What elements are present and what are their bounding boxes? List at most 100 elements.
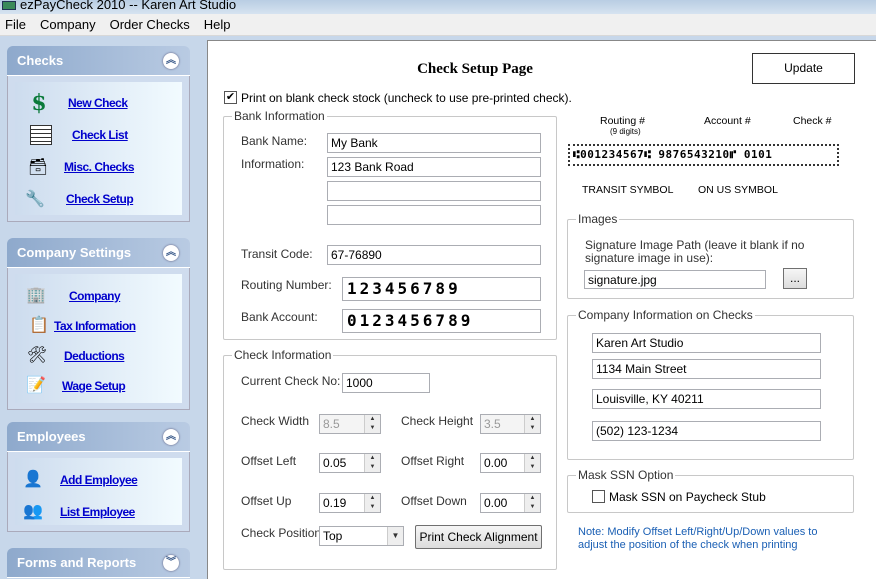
signature-path-label-2: signature image in use):: [585, 251, 714, 265]
section-title: Company Settings: [17, 245, 132, 260]
title-bar: ezPayCheck 2010 -- Karen Art Studio: [0, 0, 876, 14]
mask-ssn-label: Mask SSN on Paycheck Stub: [609, 490, 766, 504]
offset-down-stepper[interactable]: 0.00 ▲ ▼: [480, 493, 541, 513]
collapse-icon[interactable]: ︽: [163, 53, 179, 69]
list-employee-link[interactable]: List Employee: [60, 505, 135, 519]
images-group: Images: [567, 212, 854, 299]
group-title: Bank Information: [232, 109, 327, 123]
value: 0.00: [484, 456, 508, 470]
company-name-input[interactable]: Karen Art Studio: [592, 333, 821, 353]
new-check-link[interactable]: New Check: [68, 96, 128, 110]
person-icon: 👤: [23, 471, 43, 488]
chevron-down-icon[interactable]: ▼: [387, 527, 403, 545]
routing-number-input[interactable]: 123456789: [342, 277, 541, 301]
section-title: Forms and Reports: [17, 555, 137, 570]
company-link[interactable]: Company: [69, 289, 121, 303]
group-title: Mask SSN Option: [576, 468, 676, 482]
checks-section-header[interactable]: Checks ︽: [7, 46, 190, 76]
add-employee-link[interactable]: Add Employee: [60, 473, 138, 487]
information-line-2-input[interactable]: [327, 181, 541, 201]
on-us-symbol-label: ON US SYMBOL: [698, 184, 778, 196]
tools-icon: 🛠: [26, 347, 48, 364]
people-icon: 👥: [23, 503, 43, 520]
spin-arrows-icon[interactable]: ▲ ▼: [364, 494, 380, 512]
menu-file[interactable]: File: [5, 17, 26, 32]
spin-arrows-icon[interactable]: ▲ ▼: [364, 454, 380, 472]
routing-label: Routing #: [600, 115, 645, 127]
forms-reports-header[interactable]: Forms and Reports ︾: [7, 548, 190, 578]
current-check-no-label: Current Check No:: [241, 374, 341, 388]
page-title: Check Setup Page: [417, 61, 533, 77]
blank-stock-label: Print on blank check stock (uncheck to u…: [241, 91, 572, 105]
mask-ssn-checkbox[interactable]: [592, 490, 605, 503]
collapse-icon[interactable]: ︽: [163, 429, 179, 445]
update-button[interactable]: Update: [752, 53, 855, 84]
misc-checks-link[interactable]: Misc. Checks: [64, 160, 135, 174]
dollar-icon: $: [31, 90, 47, 116]
company-settings-header[interactable]: Company Settings ︽: [7, 238, 190, 268]
wrench-icon: 🔧: [25, 191, 45, 208]
menu-company[interactable]: Company: [39, 17, 96, 32]
information-line-1-input[interactable]: 123 Bank Road: [327, 157, 541, 177]
check-list-icon: [30, 125, 52, 145]
check-label: Check #: [793, 115, 832, 127]
group-title: Images: [576, 212, 620, 226]
offset-note-line-1: Note: Modify Offset Left/Right/Up/Down v…: [578, 526, 818, 538]
signature-path-input[interactable]: signature.jpg: [584, 270, 766, 289]
expand-icon[interactable]: ︾: [163, 555, 179, 571]
mask-ssn-group: Mask SSN Option: [567, 468, 854, 513]
company-phone-input[interactable]: (502) 123-1234: [592, 421, 821, 441]
offset-right-label: Offset Right: [401, 454, 465, 468]
check-height-label: Check Height: [401, 414, 474, 428]
offset-down-label: Offset Down: [401, 494, 467, 508]
information-line-3-input[interactable]: [327, 205, 541, 225]
tax-information-link[interactable]: Tax Information: [54, 319, 136, 333]
account-label: Account #: [704, 115, 751, 127]
transit-code-label: Transit Code:: [241, 247, 313, 261]
tax-form-icon: 📋: [29, 317, 49, 334]
bank-account-input[interactable]: 0123456789: [342, 309, 541, 333]
register-icon: 🗃: [27, 159, 49, 176]
collapse-icon[interactable]: ︽: [163, 245, 179, 261]
section-title: Employees: [17, 429, 86, 444]
offset-left-label: Offset Left: [241, 454, 297, 468]
group-title: Check Information: [232, 348, 334, 362]
section-title: Checks: [17, 53, 64, 68]
current-check-no-input[interactable]: 1000: [342, 373, 430, 393]
company-address-input[interactable]: 1134 Main Street: [592, 359, 821, 379]
check-setup-link[interactable]: Check Setup: [66, 192, 134, 206]
checks-section: [7, 76, 190, 222]
offset-left-stepper[interactable]: 0.05 ▲ ▼: [319, 453, 381, 473]
offset-up-stepper[interactable]: 0.19 ▲ ▼: [319, 493, 381, 513]
clipboard-icon: 📝: [26, 377, 46, 394]
value: 8.5: [323, 417, 340, 431]
building-icon: 🏢: [26, 287, 46, 304]
print-check-alignment-button[interactable]: Print Check Alignment: [415, 525, 542, 549]
spin-arrows-icon: ▲ ▼: [524, 415, 540, 433]
employees-header[interactable]: Employees ︽: [7, 422, 190, 452]
check-list-link[interactable]: Check List: [72, 128, 128, 142]
value: Top: [323, 529, 343, 543]
bank-name-input[interactable]: My Bank: [327, 133, 541, 153]
offset-right-stepper[interactable]: 0.00 ▲ ▼: [480, 453, 541, 473]
spin-arrows-icon[interactable]: ▲ ▼: [524, 494, 540, 512]
menu-help[interactable]: Help: [203, 17, 231, 32]
transit-symbol-label: TRANSIT SYMBOL: [582, 184, 674, 196]
transit-code-input[interactable]: 67-76890: [327, 245, 541, 265]
deductions-link[interactable]: Deductions: [64, 349, 125, 363]
spin-arrows-icon[interactable]: ▲ ▼: [524, 454, 540, 472]
micr-line: ⑆001234567⑆ 9876543210⑈ 0101: [568, 144, 839, 166]
company-city-input[interactable]: Louisville, KY 40211: [592, 389, 821, 409]
value: 0.05: [323, 456, 347, 470]
offset-note-line-2: adjust the position of the check when pr…: [578, 539, 798, 551]
group-title: Company Information on Checks: [576, 308, 755, 322]
company-information-group: Company Information on Checks: [567, 308, 854, 460]
browse-button[interactable]: ...: [783, 268, 807, 289]
company-settings-section: [7, 268, 190, 410]
blank-stock-checkbox[interactable]: ✔: [224, 91, 237, 104]
menu-order-checks[interactable]: Order Checks: [109, 17, 190, 32]
check-position-select[interactable]: Top ▼: [319, 526, 404, 546]
digits-label: (9 digits): [610, 127, 641, 136]
wage-setup-link[interactable]: Wage Setup: [62, 379, 126, 393]
check-height-stepper: 3.5 ▲ ▼: [480, 414, 541, 434]
